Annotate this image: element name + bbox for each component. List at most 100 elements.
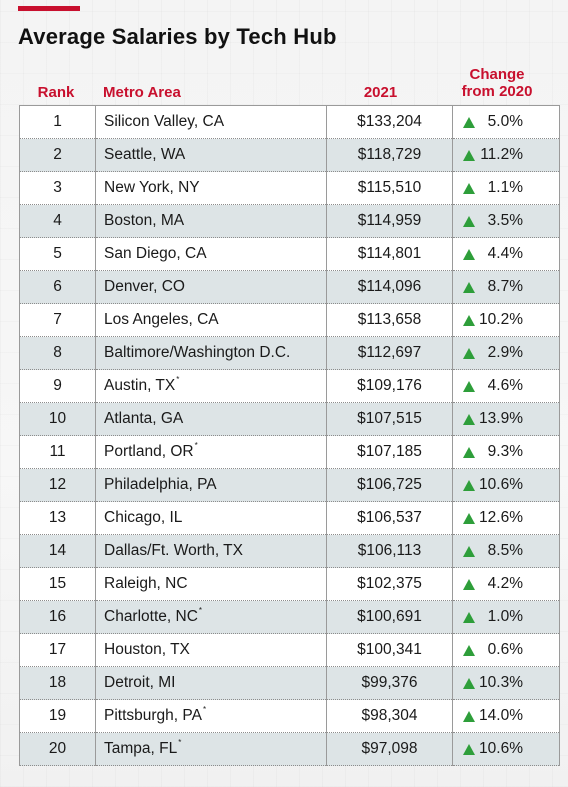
up-arrow-icon [463, 644, 475, 656]
change-wrapper: 8.5% [453, 542, 559, 560]
rank-cell: 11 [19, 435, 96, 469]
metro-name: Raleigh, NC [104, 575, 188, 592]
table-row: 9 Austin, TX* $109,176 4.6% [19, 369, 560, 403]
change-cell: 4.6% [452, 369, 560, 403]
salary-cell: $133,204 [326, 105, 453, 139]
table-row: 14 Dallas/Ft. Worth, TX $106,113 8.5% [19, 534, 560, 568]
change-cell: 2.9% [452, 336, 560, 370]
salary-cell: $107,515 [326, 402, 453, 436]
change-wrapper: 10.6% [453, 476, 559, 494]
table-body: 1 Silicon Valley, CA $133,204 5.0% 2 Seattle,… [19, 105, 560, 766]
metro-cell: Detroit, MI [95, 666, 327, 700]
table-row: 8 Baltimore/Washington D.C. $112,697 2.9% [19, 336, 560, 370]
change-wrapper: 1.0% [453, 608, 559, 626]
up-arrow-icon [463, 743, 475, 755]
metro-name: Dallas/Ft. Worth, TX [104, 542, 243, 559]
salary-cell: $114,801 [326, 237, 453, 271]
up-arrow-icon [463, 512, 475, 524]
table-row: 5 San Diego, CA $114,801 4.4% [19, 237, 560, 271]
rank-cell: 2 [19, 138, 96, 172]
change-wrapper: 10.2% [453, 311, 559, 329]
header-change: Change from 2020 [444, 66, 550, 100]
table-row: 3 New York, NY $115,510 1.1% [19, 171, 560, 205]
change-value: 14.0% [479, 707, 523, 724]
metro-name: Charlotte, NC [104, 608, 198, 625]
metro-cell: Baltimore/Washington D.C. [95, 336, 327, 370]
salary-cell: $107,185 [326, 435, 453, 469]
change-wrapper: 0.6% [453, 641, 559, 659]
change-value: 10.3% [479, 674, 523, 691]
change-wrapper: 12.6% [453, 509, 559, 527]
metro-name: Chicago, IL [104, 509, 183, 526]
salary-cell: $99,376 [326, 666, 453, 700]
header-2021: 2021 [363, 84, 398, 101]
salary-cell: $106,725 [326, 468, 453, 502]
change-cell: 0.6% [452, 633, 560, 667]
table-row: 12 Philadelphia, PA $106,725 10.6% [19, 468, 560, 502]
rank-cell: 14 [19, 534, 96, 568]
chart-title: Average Salaries by Tech Hub [18, 24, 337, 49]
up-arrow-icon [463, 545, 475, 557]
change-cell: 4.4% [452, 237, 560, 271]
change-cell: 5.0% [452, 105, 560, 139]
change-wrapper: 13.9% [453, 410, 559, 428]
metro-name: Portland, OR [104, 443, 194, 460]
metro-name: Austin, TX [104, 377, 176, 394]
footnote-marker: * [194, 441, 198, 450]
salary-cell: $106,113 [326, 534, 453, 568]
change-value: 4.6% [487, 377, 523, 394]
up-arrow-icon [463, 611, 475, 623]
footnote-marker: * [198, 606, 203, 615]
salary-cell: $100,691 [326, 600, 453, 634]
change-wrapper: 10.6% [453, 740, 559, 758]
up-arrow-icon [463, 314, 475, 326]
header-change-line2: from 2020 [461, 83, 533, 100]
up-arrow-icon [463, 116, 475, 128]
metro-cell: Boston, MA [95, 204, 327, 238]
change-value: 4.4% [487, 245, 523, 262]
metro-cell: New York, NY [95, 171, 327, 205]
change-wrapper: 11.2% [453, 146, 559, 164]
metro-cell: San Diego, CA [95, 237, 327, 271]
metro-cell: Atlanta, GA [95, 402, 327, 436]
change-cell: 10.2% [452, 303, 560, 337]
change-wrapper: 4.6% [453, 377, 559, 395]
up-arrow-icon [463, 677, 475, 689]
rank-cell: 1 [19, 105, 96, 139]
table-row: 16 Charlotte, NC* $100,691 1.0% [19, 600, 560, 634]
change-cell: 8.7% [452, 270, 560, 304]
table-row: 18 Detroit, MI $99,376 10.3% [19, 666, 560, 700]
up-arrow-icon [463, 446, 475, 458]
change-cell: 14.0% [452, 699, 560, 733]
salary-cell: $109,176 [326, 369, 453, 403]
salary-cell: $113,658 [326, 303, 453, 337]
change-value: 8.5% [487, 542, 523, 559]
rank-cell: 3 [19, 171, 96, 205]
change-wrapper: 4.2% [453, 575, 559, 593]
metro-cell: Tampa, FL* [95, 732, 327, 766]
metro-name: New York, NY [104, 179, 200, 196]
change-wrapper: 14.0% [453, 707, 559, 725]
table-row: 19 Pittsburgh, PA* $98,304 14.0% [19, 699, 560, 733]
rank-cell: 16 [19, 600, 96, 634]
metro-cell: Raleigh, NC [95, 567, 327, 601]
change-wrapper: 1.1% [453, 179, 559, 197]
change-value: 13.9% [479, 410, 523, 427]
metro-cell: Denver, CO [95, 270, 327, 304]
change-cell: 4.2% [452, 567, 560, 601]
metro-name: Detroit, MI [104, 674, 176, 691]
table-row: 6 Denver, CO $114,096 8.7% [19, 270, 560, 304]
salary-cell: $98,304 [326, 699, 453, 733]
metro-cell: Austin, TX* [95, 369, 327, 403]
metro-cell: Pittsburgh, PA* [95, 699, 327, 733]
change-wrapper: 8.7% [453, 278, 559, 296]
change-value: 1.0% [487, 608, 523, 625]
salary-cell: $115,510 [326, 171, 453, 205]
up-arrow-icon [463, 347, 475, 359]
change-wrapper: 4.4% [453, 245, 559, 263]
metro-cell: Dallas/Ft. Worth, TX [95, 534, 327, 568]
table-row: 10 Atlanta, GA $107,515 13.9% [19, 402, 560, 436]
table-row: 2 Seattle, WA $118,729 11.2% [19, 138, 560, 172]
change-cell: 10.6% [452, 468, 560, 502]
metro-cell: Charlotte, NC* [95, 600, 327, 634]
